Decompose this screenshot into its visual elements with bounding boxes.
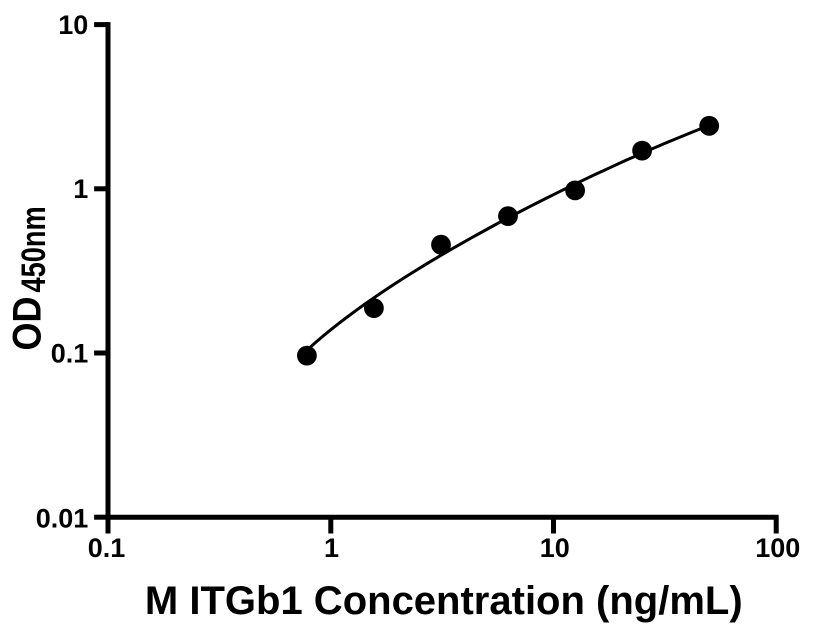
svg-text:1: 1 [324,533,339,563]
svg-text:M ITGb1 Concentration (ng/mL): M ITGb1 Concentration (ng/mL) [145,579,743,623]
svg-text:100: 100 [755,533,800,563]
svg-text:450nm: 450nm [14,206,53,292]
svg-text:10: 10 [58,10,88,40]
svg-text:0.1: 0.1 [88,533,126,563]
svg-text:10: 10 [540,533,570,563]
svg-text:1: 1 [73,174,88,204]
svg-text:0.01: 0.01 [36,504,89,534]
svg-text:OD: OD [6,297,50,351]
svg-text:0.1: 0.1 [51,338,89,368]
